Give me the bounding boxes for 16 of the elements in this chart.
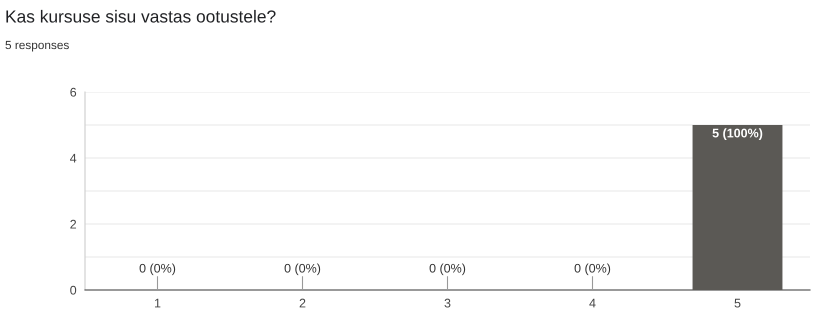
- data-label: 0 (0%): [574, 264, 610, 276]
- x-tick-label: 3: [444, 298, 450, 308]
- x-tick-label: 4: [589, 298, 596, 308]
- data-label: 0 (0%): [284, 264, 320, 276]
- data-label: 5 (100%): [712, 128, 762, 140]
- y-tick-label: 2: [70, 220, 76, 229]
- y-tick-label: 4: [70, 154, 76, 163]
- chart-subtitle: 5 responses: [5, 40, 69, 52]
- data-label: 0 (0%): [430, 264, 466, 276]
- y-tick-label: 6: [70, 88, 76, 97]
- x-tick-label: 5: [734, 298, 740, 308]
- chart-title: Kas kursuse sisu vastas ootustele?: [6, 10, 276, 23]
- y-tick-label: 0: [70, 286, 76, 295]
- data-label: 0 (0%): [140, 264, 176, 276]
- x-tick-label: 1: [154, 298, 160, 308]
- x-tick-label: 2: [300, 298, 306, 308]
